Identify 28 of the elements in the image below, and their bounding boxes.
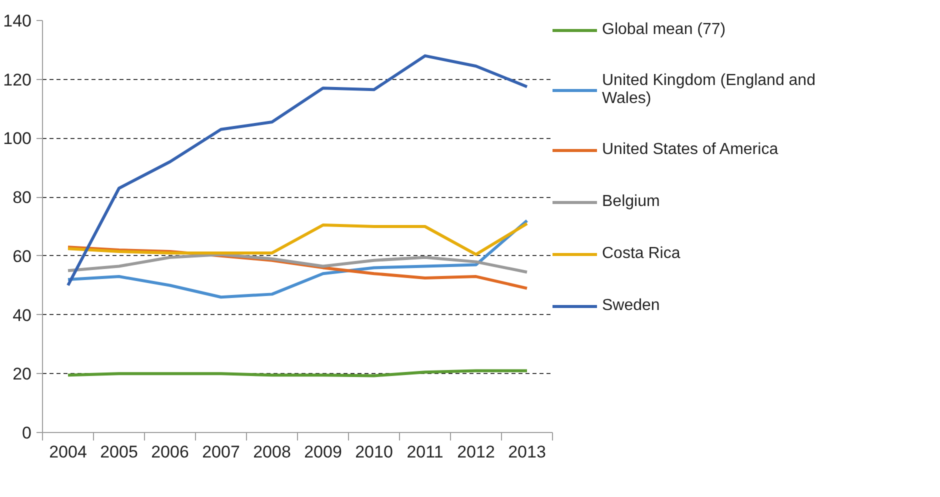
x-tick-label: 2007 [202,442,240,462]
y-tick-label: 0 [22,424,32,442]
y-tick-label: 120 [3,70,32,90]
legend-label: Costa Rica [602,245,680,263]
y-tick-label: 80 [12,188,32,208]
legend-label: Belgium [602,193,660,211]
y-tick-label: 140 [3,12,32,30]
x-tick-label: 2008 [253,442,291,462]
x-tick-label: 2013 [508,442,546,462]
line-series [66,252,528,274]
x-tick-label: 2009 [304,442,342,462]
x-tick-label: 2006 [151,442,189,462]
y-tick-label: 100 [3,129,32,148]
y-tick-label: 60 [12,246,32,266]
legend-label: United Kingdom (England and Wales) [602,72,816,108]
x-tick-label: 2012 [457,442,495,462]
x-tick-label: 2010 [355,442,393,462]
line-series [66,219,528,299]
line-series [66,54,528,287]
legend-label: Sweden [602,297,660,315]
x-tick-label: 2004 [49,442,87,462]
x-tick-label: 2005 [100,442,138,462]
y-tick-label: 40 [12,306,32,325]
x-tick-label: 2011 [406,442,444,462]
legend-label: Global mean (77) [602,21,726,39]
legend-label: United States of America [602,141,778,159]
line-series [66,222,528,256]
y-tick-label: 20 [12,364,32,384]
